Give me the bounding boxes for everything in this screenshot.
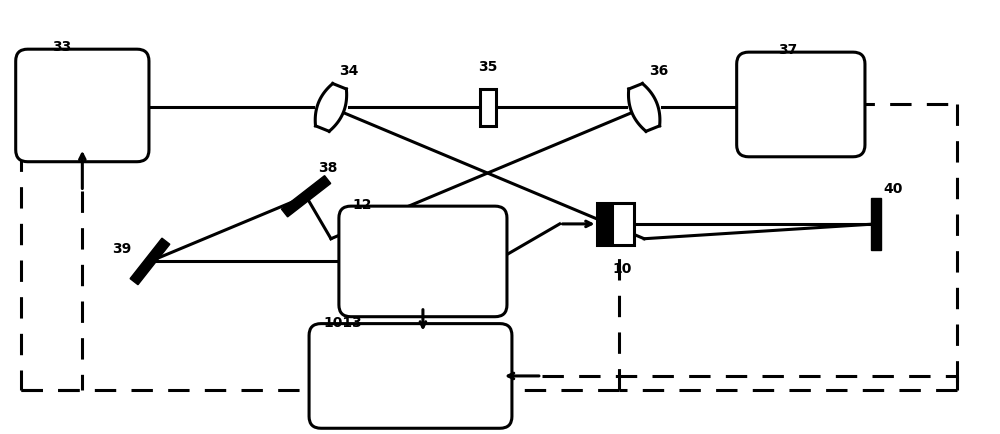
Text: 38: 38 bbox=[318, 161, 337, 174]
Polygon shape bbox=[871, 198, 881, 250]
Text: 1013: 1013 bbox=[323, 316, 362, 329]
Text: 35: 35 bbox=[478, 60, 498, 74]
Text: 39: 39 bbox=[112, 243, 131, 256]
Bar bbox=[480, 89, 496, 126]
FancyBboxPatch shape bbox=[16, 49, 149, 162]
FancyBboxPatch shape bbox=[339, 206, 507, 317]
Text: 36: 36 bbox=[649, 64, 668, 78]
Polygon shape bbox=[130, 238, 170, 285]
Bar bbox=[612, 203, 634, 245]
Bar bbox=[597, 203, 609, 245]
FancyBboxPatch shape bbox=[309, 324, 512, 428]
Text: 12: 12 bbox=[353, 198, 372, 212]
Text: 33: 33 bbox=[53, 40, 72, 54]
Text: 10: 10 bbox=[613, 263, 632, 276]
Text: 34: 34 bbox=[339, 64, 358, 78]
Text: 40: 40 bbox=[884, 182, 903, 196]
Polygon shape bbox=[628, 83, 660, 132]
FancyBboxPatch shape bbox=[737, 52, 865, 157]
Polygon shape bbox=[315, 83, 347, 132]
Text: 37: 37 bbox=[778, 43, 798, 57]
Polygon shape bbox=[281, 176, 331, 217]
